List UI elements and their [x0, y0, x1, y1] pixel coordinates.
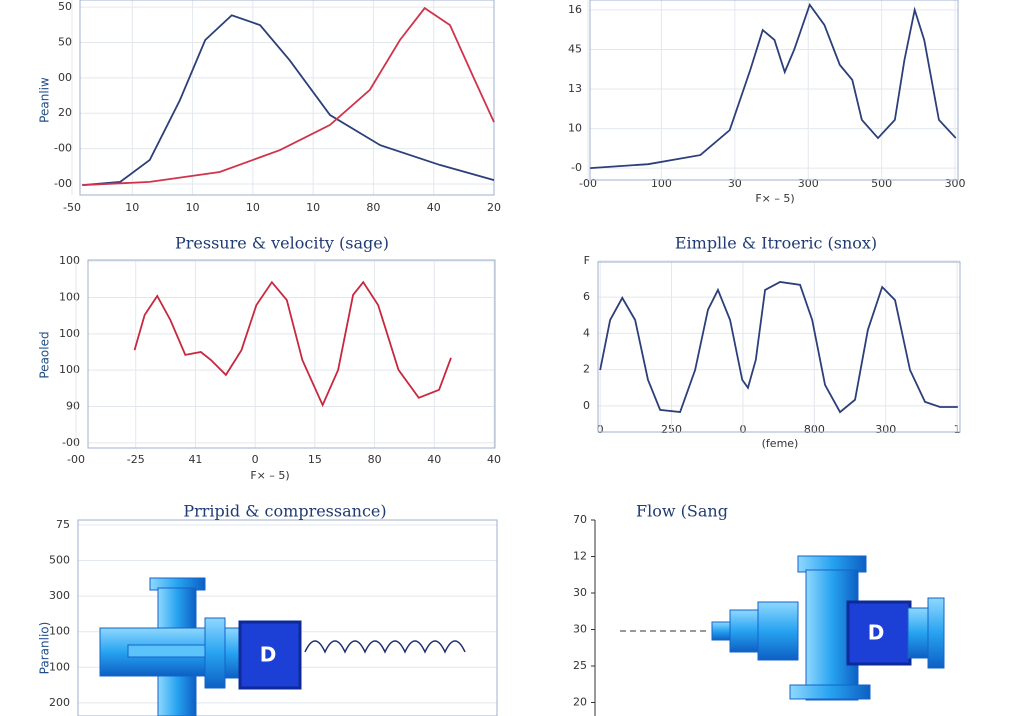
y-tick-label: 100 [59, 254, 80, 267]
plot-frame [87, 259, 496, 449]
y-tick-label: 20 [573, 695, 587, 708]
y-tick-label: 12 [573, 549, 587, 562]
y-tick-label: 90 [66, 400, 80, 413]
x-tick-label: 10 [246, 201, 260, 214]
y-tick-label: 25 [573, 659, 587, 672]
panel-title: Eimplle & Itroeric (snox) [675, 234, 877, 253]
x-axis-label: (feme) [762, 437, 799, 450]
y-tick-label: F [584, 254, 590, 267]
x-tick-label: -25 [127, 453, 145, 466]
pump-illustration: D [99, 577, 466, 716]
x-tick-label: 10 [306, 201, 320, 214]
x-tick-label: 40 [487, 453, 501, 466]
spring [304, 640, 466, 654]
x-tick-label: -50 [63, 201, 81, 214]
panel-title: Pressure & velocity (sage) [175, 234, 389, 253]
y-tick-label: 500 [49, 554, 70, 567]
line-series [82, 14, 495, 186]
y-tick-label: 20 [58, 106, 72, 119]
y-tick-label: -00 [54, 177, 72, 190]
y-tick-label: 6 [583, 290, 590, 303]
y-tick-label: 50 [58, 0, 72, 13]
x-tick-label: 15 [308, 453, 322, 466]
y-axis-label: Peanliw [38, 77, 52, 123]
x-tick-label: 20 [487, 201, 501, 214]
y-tick-label: 300 [49, 589, 70, 602]
y-tick-label: 2 [583, 363, 590, 376]
plot-frame [77, 519, 498, 716]
y-tick-label: 100 [49, 625, 70, 638]
y-tick-label: 30 [573, 622, 587, 635]
x-tick-label: 80 [368, 453, 382, 466]
y-tick-label: 30 [573, 586, 587, 599]
line-series [133, 280, 452, 408]
x-tick-label: 40 [427, 453, 441, 466]
y-axis-label: Peaoled [38, 331, 52, 378]
y-tick-label: -0 [571, 161, 582, 174]
y-tick-label: 100 [59, 290, 80, 303]
y-tick-label: 50 [58, 35, 72, 48]
line-series [590, 2, 957, 170]
x-axis-label: F× – 5) [250, 469, 289, 482]
x-tick-label: 41 [188, 453, 202, 466]
y-tick-label: 16 [568, 3, 582, 16]
valve-label: D [868, 621, 885, 645]
y-tick-label: 100 [59, 327, 80, 340]
x-tick-label: 10 [125, 201, 139, 214]
y-tick-label: 45 [568, 42, 582, 55]
y-tick-label: 0 [583, 399, 590, 412]
x-tick-label: 0 [252, 453, 259, 466]
x-tick-label: -00 [67, 453, 85, 466]
panel-title: Flow (Sang [636, 502, 728, 521]
y-tick-label: 200 [49, 696, 70, 709]
line-series [82, 6, 495, 186]
y-tick-label: 10 [568, 122, 582, 135]
plot-frame [597, 261, 961, 433]
y-tick-label: 70 [573, 513, 587, 526]
x-tick-label: 10 [186, 201, 200, 214]
y-tick-label: 00 [58, 71, 72, 84]
y-axis-label: Paranlio) [38, 622, 52, 675]
pump-label: D [260, 643, 277, 667]
valve-illustration: D [620, 555, 945, 701]
x-tick-label: 40 [427, 201, 441, 214]
y-tick-label: 4 [583, 326, 590, 339]
y-tick-label: 100 [49, 660, 70, 673]
plot-frame [589, 0, 959, 181]
line-series [599, 281, 958, 414]
y-tick-label: -00 [62, 436, 80, 449]
x-axis-label: F× – 5) [755, 192, 794, 205]
y-tick-label: -00 [54, 142, 72, 155]
panel-title: Prripid & compressance) [183, 502, 386, 521]
y-tick-label: 100 [59, 363, 80, 376]
y-tick-label: 13 [568, 82, 582, 95]
y-tick-label: 75 [56, 518, 70, 531]
plot-frame [79, 0, 495, 196]
x-tick-label: 80 [366, 201, 380, 214]
